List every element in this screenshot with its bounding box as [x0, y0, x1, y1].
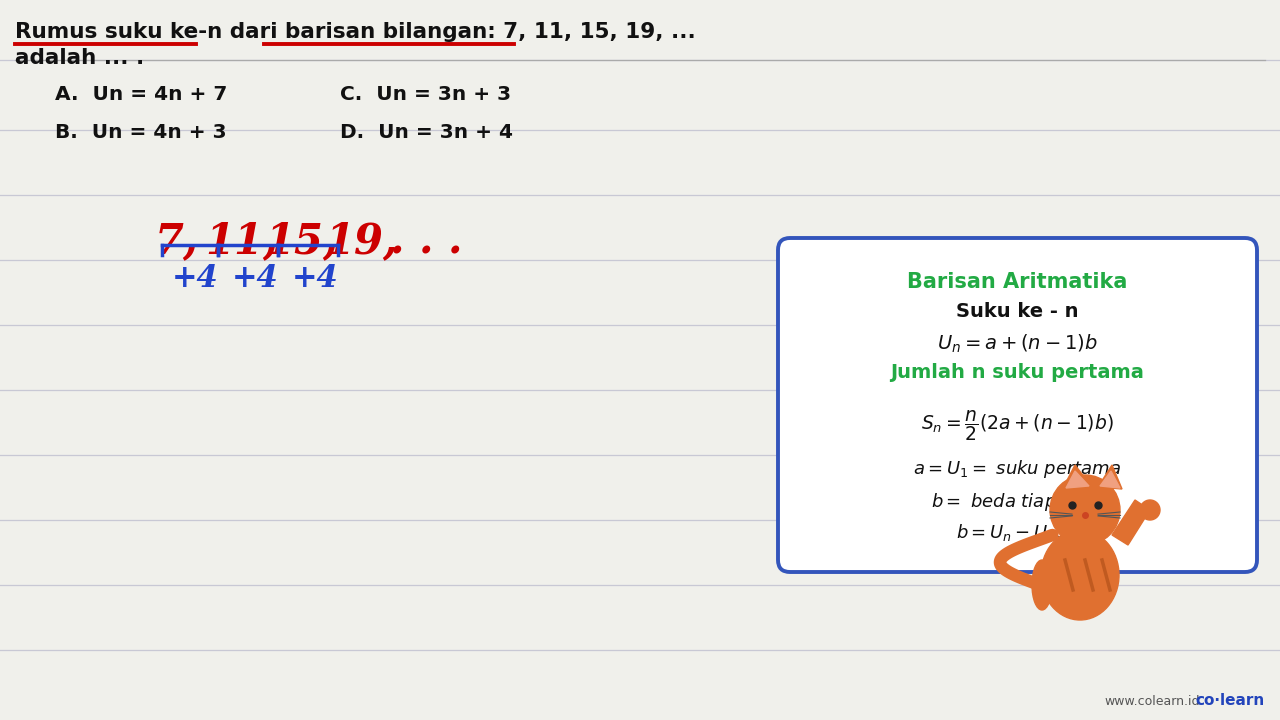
Text: $a = U_1 =$ suku pertama: $a = U_1 =$ suku pertama [914, 458, 1121, 480]
Text: Suku ke - n: Suku ke - n [956, 302, 1079, 321]
Text: 7,: 7, [155, 220, 198, 262]
Text: 15,: 15, [265, 220, 338, 262]
Text: +4: +4 [292, 263, 339, 294]
Polygon shape [1066, 471, 1089, 488]
Text: . . .: . . . [390, 220, 462, 262]
Text: Rumus suku ke-n dari barisan bilangan: 7, 11, 15, 19, ...: Rumus suku ke-n dari barisan bilangan: 7… [15, 22, 696, 42]
Circle shape [1140, 500, 1160, 520]
Text: D.  Un = 3n + 4: D. Un = 3n + 4 [340, 123, 513, 142]
Text: $S_n = \dfrac{n}{2}(2a + (n-1)b)$: $S_n = \dfrac{n}{2}(2a + (n-1)b)$ [922, 408, 1114, 443]
Text: adalah ... .: adalah ... . [15, 48, 145, 68]
Text: +4: +4 [172, 263, 219, 294]
Polygon shape [1100, 471, 1120, 488]
Text: +4: +4 [232, 263, 279, 294]
Polygon shape [1112, 500, 1149, 545]
Text: B.  Un = 4n + 3: B. Un = 4n + 3 [55, 123, 227, 142]
Ellipse shape [1032, 560, 1052, 610]
Text: $U_n = a + (n-1)b$: $U_n = a + (n-1)b$ [937, 333, 1098, 355]
Text: 11,: 11, [205, 220, 278, 262]
Text: $b = U_n - U_{n-1}$: $b = U_n - U_{n-1}$ [956, 522, 1079, 543]
Text: 19,: 19, [325, 220, 398, 262]
Text: co·learn: co·learn [1196, 693, 1265, 708]
Text: $b =$ beda tiap suku: $b =$ beda tiap suku [931, 491, 1105, 513]
Text: A.  Un = 4n + 7: A. Un = 4n + 7 [55, 85, 228, 104]
Polygon shape [1098, 465, 1123, 489]
Text: www.colearn.id: www.colearn.id [1105, 695, 1201, 708]
Text: Barisan Aritmatika: Barisan Aritmatika [908, 272, 1128, 292]
Text: C.  Un = 3n + 3: C. Un = 3n + 3 [340, 85, 511, 104]
Circle shape [1050, 475, 1120, 545]
Text: Jumlah n suku pertama: Jumlah n suku pertama [891, 363, 1144, 382]
FancyBboxPatch shape [778, 238, 1257, 572]
Polygon shape [1062, 465, 1092, 490]
Ellipse shape [1041, 530, 1119, 620]
